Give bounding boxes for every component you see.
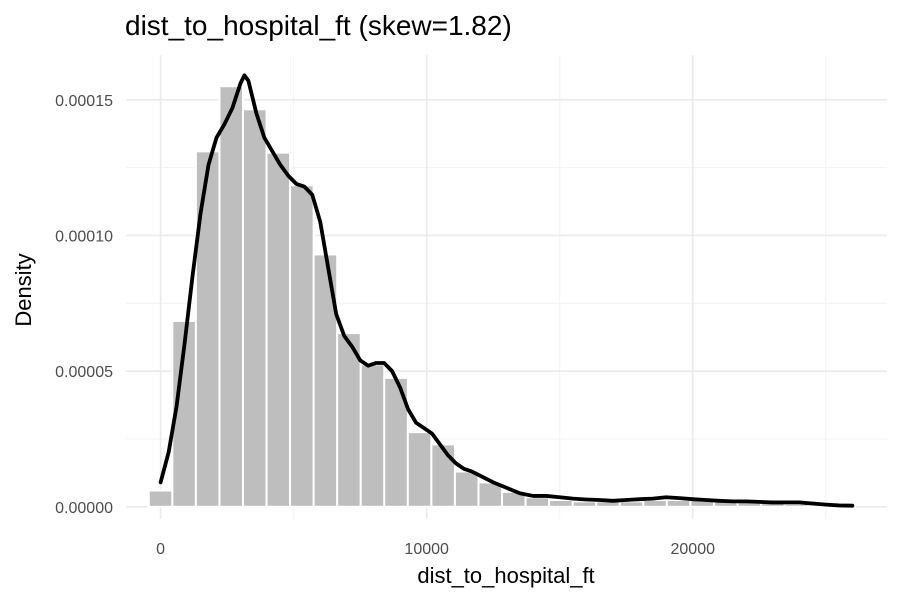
- histogram-bar: [642, 499, 668, 508]
- y-axis-tick-labels: 0.00000 0.00005 0.00010 0.00015: [55, 93, 113, 517]
- histogram-bar: [524, 496, 551, 508]
- histogram-bar: [265, 151, 292, 508]
- histogram-bar: [453, 470, 480, 508]
- histogram-bar: [665, 499, 692, 508]
- x-tick-label: 0: [156, 541, 165, 558]
- histogram-bar: [241, 108, 268, 508]
- histogram-bar: [406, 431, 433, 508]
- x-axis-tick-labels: 0 10000 20000: [156, 541, 715, 558]
- histogram-bar: [218, 85, 244, 508]
- histogram-bar: [147, 489, 174, 508]
- histogram-bars: [147, 85, 857, 508]
- histogram-bar: [289, 184, 315, 508]
- histogram-bar: [194, 150, 221, 508]
- x-tick-label: 10000: [404, 541, 449, 558]
- y-tick-label: 0.00010: [55, 228, 113, 245]
- histogram-bar: [618, 500, 645, 508]
- histogram-bar: [430, 443, 456, 508]
- x-tick-label: 20000: [671, 541, 716, 558]
- y-axis-title: Density: [11, 253, 36, 326]
- y-tick-label: 0.00000: [55, 500, 113, 517]
- histogram-bar: [336, 332, 362, 508]
- histogram-bar: [571, 500, 598, 508]
- y-tick-label: 0.00005: [55, 364, 113, 381]
- histogram-bar: [359, 363, 386, 508]
- chart-title: dist_to_hospital_ft (skew=1.82): [125, 10, 512, 41]
- y-tick-label: 0.00015: [55, 93, 113, 110]
- histogram-bar: [548, 499, 574, 508]
- x-axis-title: dist_to_hospital_ft: [417, 563, 594, 588]
- density-curve: [158, 73, 855, 508]
